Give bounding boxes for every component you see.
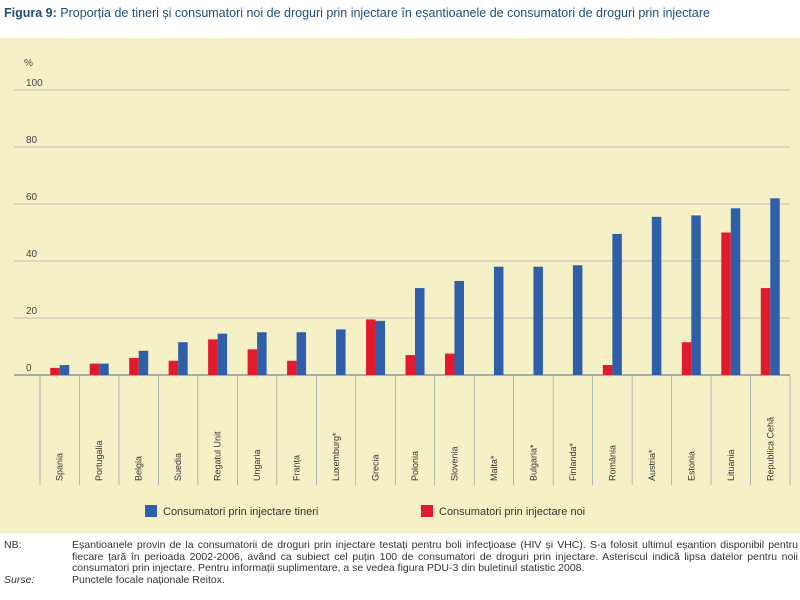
y-tick-40: 40 <box>26 249 38 260</box>
bar-tineri-1 <box>99 363 109 375</box>
category-label-3: Suedia <box>173 453 183 481</box>
bar-noi-6 <box>287 360 297 375</box>
y-axis-label: % <box>24 58 33 69</box>
category-label-11: Malta* <box>489 455 499 481</box>
bar-chart: 0 20 40 60 80 100 % Spania Portugalia Belgia Sue… <box>14 58 791 518</box>
y-tick-100: 100 <box>26 78 43 89</box>
category-label-14: România <box>607 445 617 481</box>
bar-noi-17 <box>721 232 731 375</box>
nb-note: NB: Eșantioanele provin de la consumator… <box>4 539 798 575</box>
category-label-13: Finlanda* <box>568 442 578 481</box>
bar-tineri-4 <box>217 333 228 375</box>
category-label-6: Franța <box>292 455 302 481</box>
category-label-12: Bulgaria* <box>528 444 538 481</box>
bar-tineri-9 <box>415 288 425 375</box>
bar-tineri-10 <box>454 280 464 375</box>
category-label-17: Lituania <box>726 449 736 481</box>
bar-noi-16 <box>681 342 692 375</box>
bar-tineri-2 <box>138 350 149 375</box>
category-label-18: Republica Cehă <box>765 417 775 481</box>
bar-noi-3 <box>168 360 179 375</box>
category-label-5: Ungaria <box>252 449 262 481</box>
grid-lines <box>14 89 791 485</box>
y-tick-0: 0 <box>26 363 32 374</box>
category-label-7: Luxemburg* <box>331 432 341 481</box>
bar-noi-5 <box>247 349 258 375</box>
sources-text: Punctele focale naționale Reitox. <box>72 573 225 586</box>
figure-label: Figura 9: <box>4 6 57 20</box>
nb-text: Eșantioanele provin de la consumatorii d… <box>72 539 798 574</box>
legend-label-noi: Consumatori prin injectare noi <box>439 506 585 518</box>
bar-noi-0 <box>50 367 60 375</box>
legend-swatch-noi <box>421 505 433 517</box>
bar-noi-10 <box>444 353 455 375</box>
category-label-1: Portugalia <box>94 440 104 481</box>
nb-label: NB: <box>4 539 22 551</box>
category-label-2: Belgia <box>134 456 144 481</box>
category-label-0: Spania <box>55 453 65 481</box>
y-tick-60: 60 <box>26 192 38 203</box>
bar-tineri-13 <box>572 265 583 375</box>
bar-noi-9 <box>405 355 415 375</box>
bar-tineri-0 <box>59 365 70 375</box>
sources-label: Surse: <box>4 573 35 586</box>
bar-tineri-7 <box>336 329 346 375</box>
legend-swatch-tineri <box>145 505 157 517</box>
chart-panel: 0 20 40 60 80 100 % Spania Portugalia Belgia Sue… <box>0 38 800 534</box>
bar-tineri-16 <box>691 215 701 375</box>
bar-noi-4 <box>208 339 218 375</box>
bar-tineri-6 <box>296 332 307 375</box>
bar-noi-8 <box>366 319 376 375</box>
category-label-8: Grecia <box>371 454 381 481</box>
sources-note: Surse: Punctele focale naționale Reitox. <box>4 573 798 587</box>
category-label-16: Estonia <box>686 451 696 481</box>
y-tick-80: 80 <box>26 135 38 146</box>
bar-noi-2 <box>129 357 139 375</box>
figure-caption: Proporția de tineri și consumatori noi d… <box>60 6 710 20</box>
figure-notes: NB: Eșantioanele provin de la consumator… <box>4 539 798 587</box>
bar-tineri-14 <box>612 233 622 375</box>
bars <box>50 198 780 375</box>
bar-noi-1 <box>89 363 100 375</box>
bar-tineri-3 <box>178 342 188 375</box>
bar-tineri-11 <box>493 266 504 375</box>
legend-label-tineri: Consumatori prin injectare tineri <box>163 506 318 518</box>
category-labels: Spania Portugalia Belgia Suedia Regatul Unit… <box>55 417 776 481</box>
bar-tineri-18 <box>770 198 780 375</box>
bar-noi-18 <box>760 288 771 375</box>
category-label-4: Regatul Unit <box>213 431 223 481</box>
category-label-15: Austria* <box>647 449 657 481</box>
bar-tineri-17 <box>730 208 741 375</box>
figure-title: Figura 9: Proporția de tineri și consuma… <box>4 6 710 20</box>
category-label-10: Slovenia <box>449 446 459 481</box>
category-label-9: Polonia <box>410 451 420 481</box>
bar-tineri-8 <box>375 320 386 375</box>
bar-tineri-12 <box>533 266 543 375</box>
bar-tineri-5 <box>257 332 267 375</box>
bar-noi-14 <box>602 365 613 375</box>
bar-tineri-15 <box>651 216 662 375</box>
y-tick-20: 20 <box>26 306 38 317</box>
y-tick-labels: 0 20 40 60 80 100 <box>26 78 43 374</box>
legend: Consumatori prin injectare tineri Consum… <box>145 505 585 518</box>
